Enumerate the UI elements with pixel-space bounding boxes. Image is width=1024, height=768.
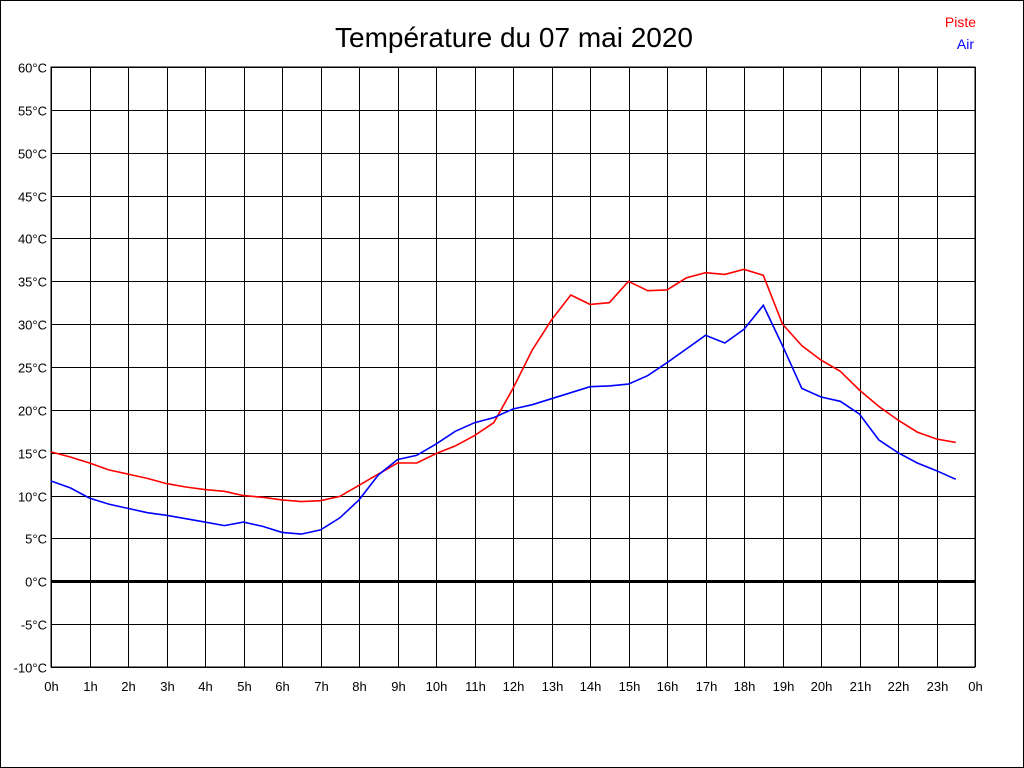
x-tick-label: 18h <box>734 679 756 694</box>
x-tick-label: 19h <box>773 679 795 694</box>
x-tick-label: 17h <box>696 679 718 694</box>
x-tick-label: 12h <box>503 679 525 694</box>
y-tick-label: 25°C <box>18 361 47 376</box>
y-tick-label: -5°C <box>21 618 47 633</box>
x-tick-label: 13h <box>542 679 564 694</box>
y-tick-label: 55°C <box>18 104 47 119</box>
x-tick-label: 16h <box>657 679 679 694</box>
series-line-air <box>50 303 957 535</box>
x-tick-label: 10h <box>426 679 448 694</box>
y-tick-label: 10°C <box>18 490 47 505</box>
x-tick-label: 0h <box>968 679 982 694</box>
y-tick-label: 0°C <box>25 575 47 590</box>
y-tick-label: 40°C <box>18 232 47 247</box>
y-tick-label: 35°C <box>18 275 47 290</box>
x-tick-label: 20h <box>811 679 833 694</box>
chart-title: Température du 07 mai 2020 <box>335 22 693 53</box>
y-tick-label: 60°C <box>18 61 47 76</box>
series-line-piste <box>50 268 956 503</box>
y-tick-label: 45°C <box>18 190 47 205</box>
legend-piste: Piste <box>945 14 976 30</box>
x-tick-label: 2h <box>121 679 135 694</box>
y-tick-label: 50°C <box>18 147 47 162</box>
x-tick-label: 5h <box>237 679 251 694</box>
y-tick-label: 15°C <box>18 447 47 462</box>
x-tick-label: 15h <box>619 679 641 694</box>
x-tick-label: 9h <box>391 679 405 694</box>
x-tick-label: 1h <box>83 679 97 694</box>
x-tick-label: 7h <box>314 679 328 694</box>
x-tick-label: 6h <box>275 679 289 694</box>
x-tick-label: 3h <box>160 679 174 694</box>
x-tick-label: 4h <box>198 679 212 694</box>
x-tick-label: 8h <box>352 679 366 694</box>
legend-air: Air <box>957 36 974 52</box>
y-tick-label: -10°C <box>14 661 47 676</box>
y-tick-label: 30°C <box>18 318 47 333</box>
x-tick-label: 22h <box>888 679 910 694</box>
x-tick-label: 0h <box>44 679 58 694</box>
x-tick-label: 11h <box>465 679 486 694</box>
x-tick-label: 21h <box>850 679 872 694</box>
y-tick-label: 5°C <box>25 532 47 547</box>
x-tick-label: 23h <box>927 679 949 694</box>
y-tick-label: 20°C <box>18 404 47 419</box>
x-tick-label: 14h <box>580 679 602 694</box>
